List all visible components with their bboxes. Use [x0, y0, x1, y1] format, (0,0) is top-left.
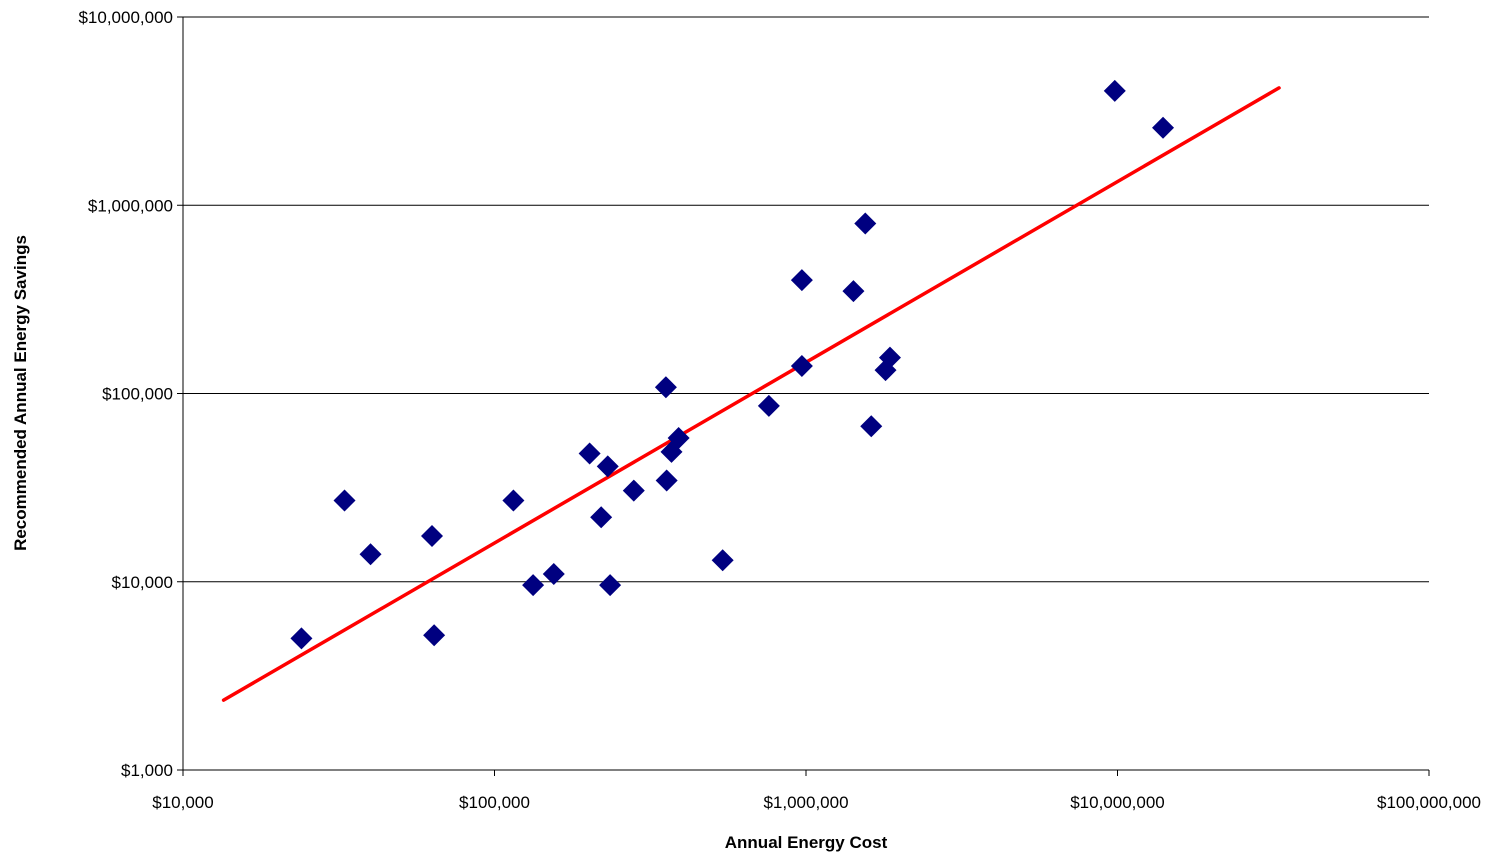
data-point — [757, 394, 780, 417]
x-tick-label: $1,000,000 — [763, 793, 848, 812]
data-point — [842, 280, 865, 303]
trendline-group — [221, 86, 1281, 702]
y-axis-ticks: $1,000 $10,000 $100,000 $1,000,000 $10,000,0… — [78, 8, 183, 780]
data-point — [290, 627, 313, 650]
data-point — [590, 506, 613, 529]
data-point — [878, 346, 901, 369]
data-point — [667, 427, 690, 450]
data-point — [596, 455, 619, 478]
data-point — [854, 212, 877, 235]
y-tick-label: $10,000 — [112, 573, 173, 592]
data-point — [1103, 79, 1126, 102]
data-point — [790, 354, 813, 377]
x-axis-title: Annual Energy Cost — [725, 833, 888, 852]
data-point — [542, 562, 565, 585]
data-point — [333, 489, 356, 512]
y-tick-label: $10,000,000 — [78, 8, 173, 27]
y-tick-label: $1,000 — [121, 761, 173, 780]
data-point — [655, 469, 678, 492]
data-point — [420, 524, 443, 547]
data-point — [654, 376, 677, 399]
data-point — [790, 269, 813, 292]
y-axis-title: Recommended Annual Energy Savings — [11, 235, 30, 551]
data-point — [711, 549, 734, 572]
y-tick-label: $100,000 — [102, 385, 173, 404]
data-point — [1152, 116, 1175, 139]
data-point — [599, 574, 622, 597]
x-tick-label: $100,000 — [459, 793, 530, 812]
x-tick-label: $10,000 — [152, 793, 213, 812]
trendline — [221, 86, 1281, 702]
data-point — [860, 415, 883, 438]
gridlines — [183, 16, 1429, 583]
data-point — [578, 442, 601, 465]
data-points — [290, 79, 1175, 650]
data-point — [359, 543, 382, 566]
data-point — [622, 479, 645, 502]
data-point — [502, 489, 525, 512]
x-tick-label: $10,000,000 — [1070, 793, 1165, 812]
data-point — [522, 574, 545, 597]
data-point — [423, 624, 446, 647]
x-axis-ticks: $10,000 $100,000 $1,000,000 $10,000,000 $100… — [152, 770, 1481, 812]
x-tick-label: $100,000,000 — [1377, 793, 1481, 812]
y-tick-label: $1,000,000 — [88, 196, 173, 215]
